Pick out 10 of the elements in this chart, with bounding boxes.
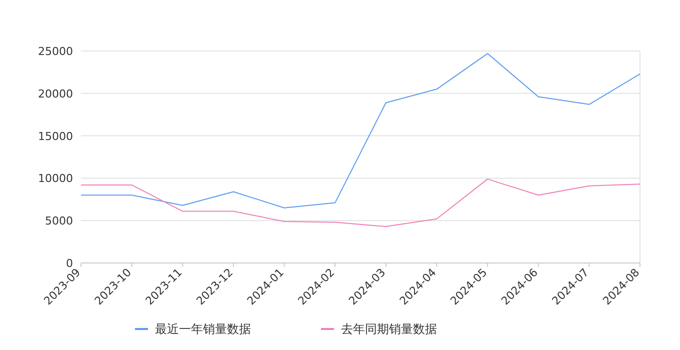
legend-label: 去年同期销量数据 (341, 322, 437, 336)
legend-label: 最近一年销量数据 (155, 322, 251, 336)
y-tick-label: 15000 (38, 130, 73, 143)
y-tick-label: 0 (66, 257, 73, 270)
y-tick-label: 5000 (45, 214, 73, 228)
line-series (80, 53, 640, 208)
line-series (80, 178, 640, 228)
y-tick-label: 20000 (38, 87, 73, 100)
y-tick-label: 25000 (38, 45, 73, 58)
y-tick-label: 10000 (38, 172, 73, 186)
